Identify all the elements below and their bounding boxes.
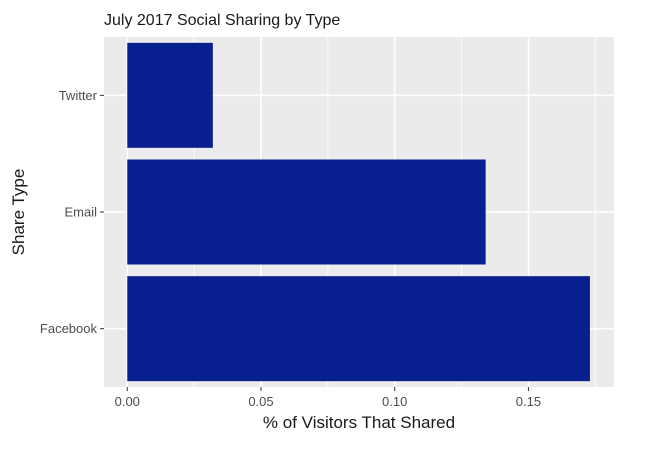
x-tick-label: 0.10 bbox=[382, 394, 407, 409]
y-axis-ticks: Facebook Email Twitter bbox=[40, 88, 104, 336]
x-tick-label: 0.05 bbox=[248, 394, 273, 409]
y-axis-title: Share Type bbox=[9, 169, 28, 256]
x-tick-label: 0.00 bbox=[115, 394, 140, 409]
x-tick-label: 0.15 bbox=[516, 394, 541, 409]
bar-twitter bbox=[127, 42, 213, 148]
y-tick-label: Twitter bbox=[59, 88, 98, 103]
bar-email bbox=[127, 159, 486, 265]
y-tick-label: Facebook bbox=[40, 321, 98, 336]
x-axis-title: % of Visitors That Shared bbox=[263, 413, 455, 432]
bar-facebook bbox=[127, 276, 590, 382]
y-tick-label: Email bbox=[64, 205, 97, 220]
chart-title: July 2017 Social Sharing by Type bbox=[104, 12, 340, 29]
x-axis-ticks: 0.00 0.05 0.10 0.15 bbox=[115, 387, 541, 409]
bars-group bbox=[127, 42, 590, 382]
